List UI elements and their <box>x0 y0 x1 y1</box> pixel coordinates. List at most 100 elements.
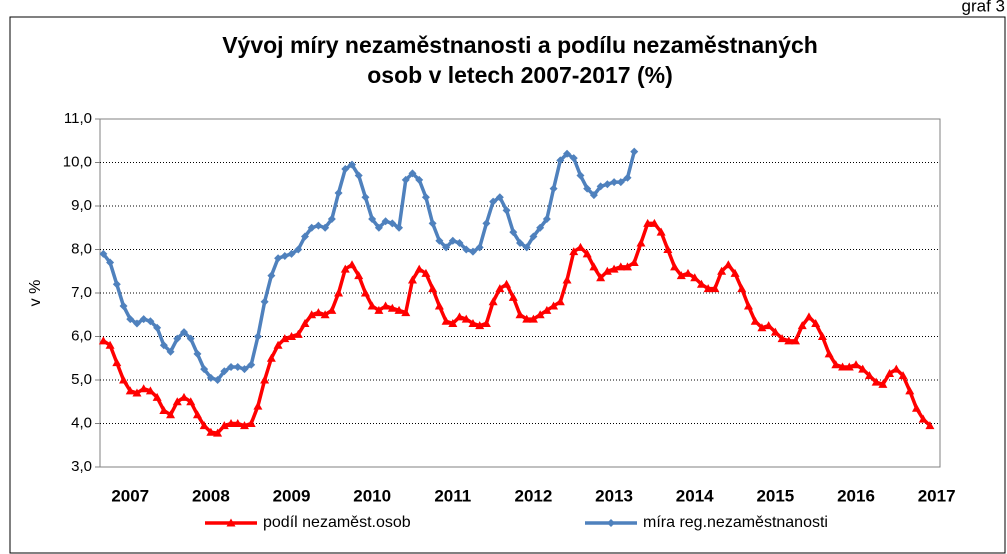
page-label: graf 3 <box>962 0 1005 15</box>
x-tick-label: 2011 <box>434 486 471 505</box>
point <box>307 310 317 319</box>
point <box>468 247 477 256</box>
point <box>112 280 121 289</box>
x-tick-label: 2010 <box>353 486 391 505</box>
point <box>334 288 344 297</box>
point <box>213 376 222 384</box>
point <box>159 341 168 350</box>
point <box>105 340 115 349</box>
point <box>603 180 612 189</box>
point <box>112 358 122 367</box>
point <box>475 243 484 252</box>
point <box>844 362 854 371</box>
point <box>125 386 135 395</box>
point <box>885 368 895 377</box>
point <box>455 238 464 247</box>
point <box>394 305 404 314</box>
x-tick-label: 2008 <box>192 486 230 505</box>
y-tick-label: 3,0 <box>71 458 92 475</box>
point <box>441 316 451 325</box>
point <box>616 262 626 271</box>
point <box>266 353 276 362</box>
point <box>891 364 901 373</box>
point <box>609 264 619 273</box>
point <box>925 421 935 430</box>
legend-marker <box>607 519 615 527</box>
point <box>535 310 545 319</box>
point <box>489 197 498 206</box>
point <box>549 184 558 193</box>
point <box>791 336 801 345</box>
point <box>495 193 504 202</box>
point <box>502 206 511 215</box>
x-tick-label: 2009 <box>273 486 311 505</box>
x-tick-label: 2013 <box>595 486 633 505</box>
point <box>569 154 578 163</box>
point <box>334 188 343 197</box>
point <box>253 332 262 341</box>
point <box>488 297 498 306</box>
point <box>643 218 653 227</box>
point <box>307 223 316 232</box>
point <box>878 379 888 388</box>
point <box>575 242 585 251</box>
point <box>240 365 249 374</box>
point <box>340 264 350 273</box>
point <box>415 175 424 184</box>
point <box>233 362 242 371</box>
point <box>596 182 605 191</box>
point <box>179 392 189 401</box>
point <box>206 427 216 436</box>
chart-title: Vývoj míry nezaměstnanosti a podílu neza… <box>222 32 818 58</box>
point <box>723 260 733 269</box>
point <box>569 247 579 256</box>
point <box>260 375 270 384</box>
point <box>455 312 465 321</box>
point <box>522 314 532 323</box>
point <box>630 147 639 156</box>
point <box>132 319 141 328</box>
point <box>152 392 162 401</box>
point <box>508 292 518 301</box>
point <box>395 223 404 232</box>
point <box>831 360 841 369</box>
point <box>623 173 632 182</box>
point <box>616 178 625 187</box>
point <box>911 403 921 412</box>
y-tick-label: 4,0 <box>71 414 92 431</box>
point <box>313 308 323 317</box>
point <box>186 334 195 343</box>
point <box>824 349 834 358</box>
point <box>737 284 747 293</box>
point <box>219 421 229 430</box>
point <box>239 421 249 430</box>
point <box>442 243 451 252</box>
point <box>448 318 458 327</box>
y-tick-label: 5,0 <box>71 371 92 388</box>
point <box>717 266 727 275</box>
point <box>475 321 485 330</box>
point <box>226 419 236 427</box>
point <box>743 301 753 310</box>
point <box>838 362 848 371</box>
point <box>804 312 814 321</box>
legend-marker <box>226 518 236 527</box>
point <box>649 218 659 227</box>
y-axis-label: v % <box>27 280 44 307</box>
point <box>542 215 551 224</box>
point <box>918 414 928 423</box>
point <box>421 268 431 277</box>
point <box>563 149 572 158</box>
point <box>770 327 780 336</box>
y-tick-label: 11,0 <box>64 110 92 127</box>
point <box>515 310 525 319</box>
point <box>428 284 438 293</box>
point <box>166 410 176 419</box>
point <box>817 332 827 340</box>
point <box>448 236 457 245</box>
point <box>98 336 108 345</box>
point <box>481 318 491 327</box>
point <box>536 223 545 232</box>
point <box>354 271 364 280</box>
point <box>556 156 565 165</box>
